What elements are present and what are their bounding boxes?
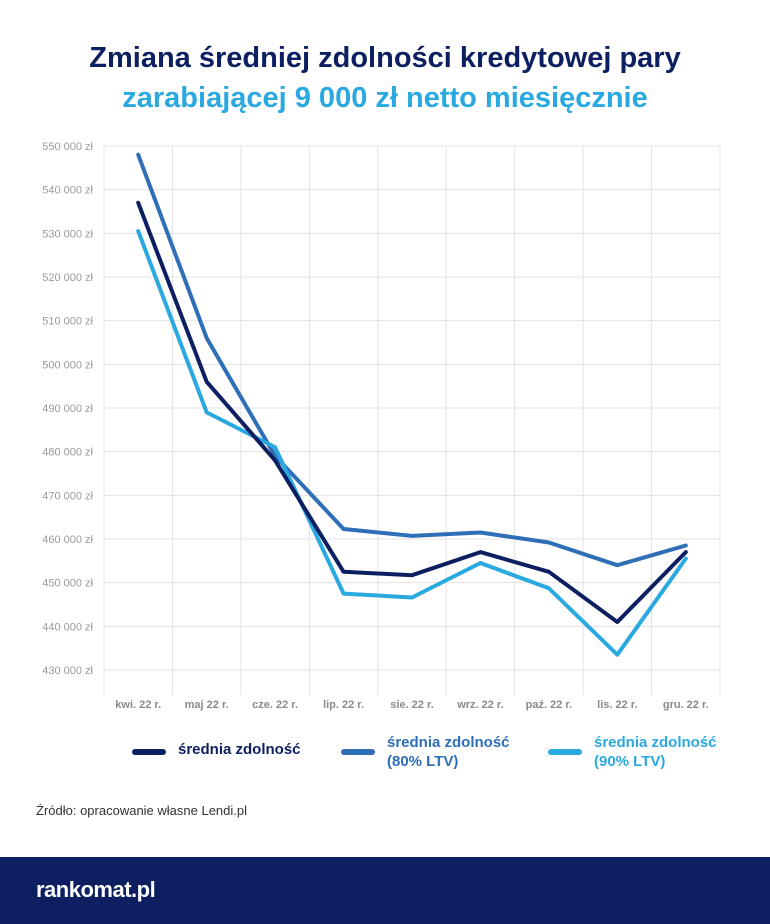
y-tick-label: 520 000 zł	[42, 272, 93, 284]
x-tick-label: sie. 22 r.	[390, 699, 433, 711]
series-line-0	[136, 200, 688, 624]
legend-item-80ltv: średnia zdolność (80% LTV)	[341, 733, 510, 771]
x-tick-label: lis. 22 r.	[597, 699, 637, 711]
x-tick-label: gru. 22 r.	[663, 699, 709, 711]
title-line-2: zarabiającej 9 000 zł netto miesięcznie	[122, 82, 648, 114]
chart-title: Zmiana średniej zdolności kredytowej par…	[0, 38, 770, 118]
legend-swatch-srednia	[132, 749, 166, 755]
legend-item-srednia: średnia zdolność	[132, 733, 301, 759]
y-tick-label: 450 000 zł	[42, 578, 93, 590]
y-tick-label: 440 000 zł	[42, 621, 93, 633]
x-tick-label: wrz. 22 r.	[456, 699, 503, 711]
y-tick-label: 530 000 zł	[42, 228, 93, 240]
footer-bar: rankomat.pl	[0, 857, 770, 924]
source-note: Źródło: opracowanie własne Lendi.pl	[36, 803, 248, 818]
y-tick-label: 490 000 zł	[42, 403, 93, 415]
x-tick-label: paź. 22 r.	[526, 699, 572, 711]
series-line-2	[136, 229, 688, 657]
legend-label-90ltv-line1: średnia zdolność	[594, 734, 717, 751]
x-tick-label: kwi. 22 r.	[115, 699, 161, 711]
y-tick-label: 470 000 zł	[42, 490, 93, 502]
x-tick-label: lip. 22 r.	[323, 699, 364, 711]
y-tick-label: 540 000 zł	[42, 185, 93, 197]
brand-logo: rankomat.pl	[36, 877, 156, 902]
legend-item-90ltv: średnia zdolność (90% LTV)	[548, 733, 717, 771]
legend-swatch-90ltv	[548, 749, 582, 755]
x-tick-label: maj 22 r.	[185, 699, 229, 711]
y-tick-label: 480 000 zł	[42, 447, 93, 459]
x-tick-label: cze. 22 r.	[252, 699, 298, 711]
title-line-1: Zmiana średniej zdolności kredytowej par…	[89, 42, 681, 74]
y-tick-label: 460 000 zł	[42, 534, 93, 546]
legend-label-80ltv-line2: (80% LTV)	[387, 753, 459, 770]
legend: średnia zdolność średnia zdolność (80% L…	[0, 733, 770, 783]
series-line-1	[136, 152, 688, 568]
legend-label-90ltv-line2: (90% LTV)	[594, 753, 666, 770]
y-tick-label: 510 000 zł	[42, 316, 93, 328]
legend-label-80ltv-line1: średnia zdolność	[387, 734, 510, 751]
y-tick-label: 550 000 zł	[42, 141, 93, 153]
legend-label-srednia: średnia zdolność	[178, 741, 301, 758]
y-tick-label: 430 000 zł	[42, 665, 93, 677]
line-chart: 430 000 zł 440 000 zł 450 000 zł 460 000 zł…	[42, 141, 721, 711]
y-tick-label: 500 000 zł	[42, 359, 93, 371]
legend-swatch-80ltv	[341, 749, 375, 755]
